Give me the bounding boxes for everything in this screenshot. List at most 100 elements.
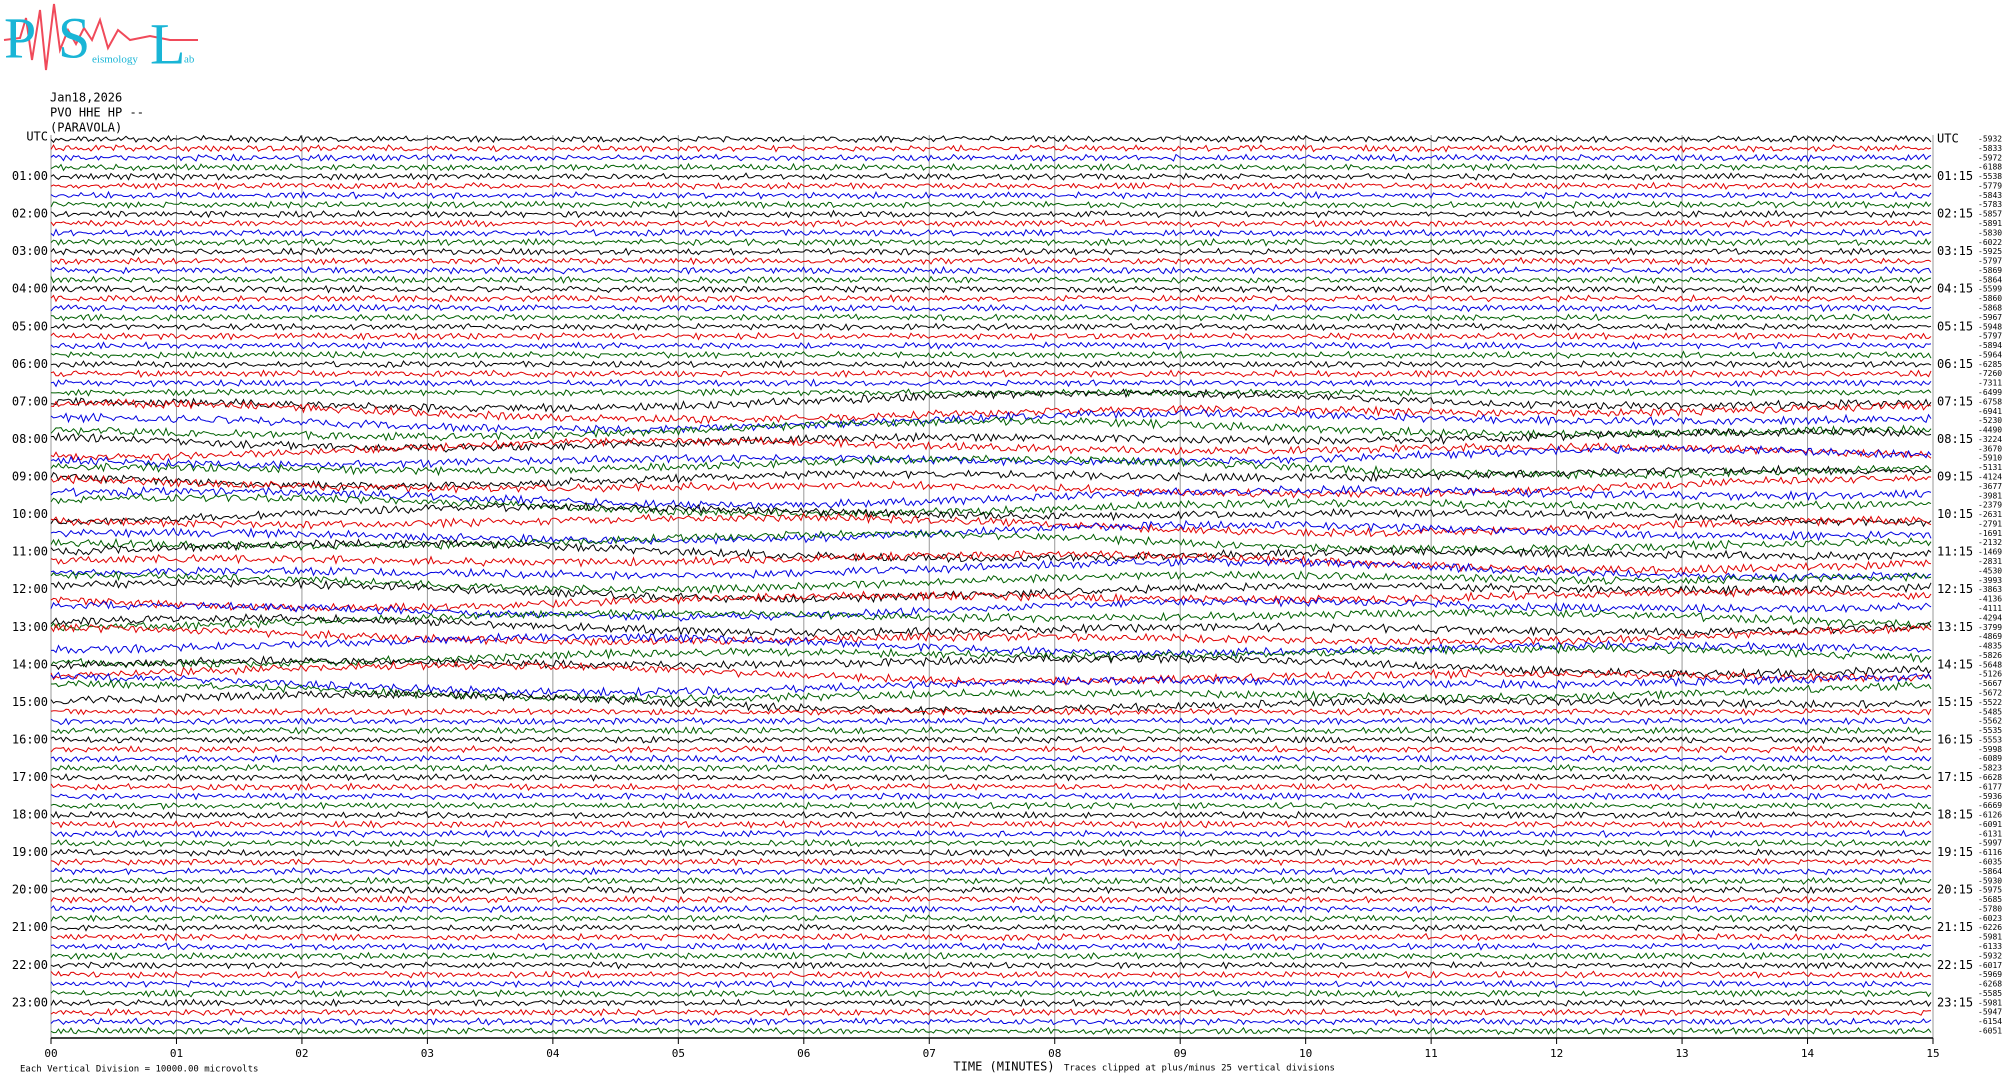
- x-tick-label: 07: [923, 1047, 936, 1060]
- trace: [50, 1017, 1932, 1026]
- x-tick-label: 14: [1801, 1047, 1815, 1060]
- left-time-label: 08:00: [12, 432, 48, 446]
- right-time-label: 12:15: [1937, 582, 1973, 596]
- trace-offset: -5925: [1978, 247, 2002, 256]
- right-time-label: 04:15: [1937, 282, 1973, 296]
- trace: [50, 209, 1932, 219]
- trace: [50, 284, 1932, 294]
- left-time-label: 10:00: [12, 507, 48, 521]
- trace-offset: -3670: [1978, 444, 2002, 453]
- trace: [50, 597, 1932, 622]
- trace-offset: -5797: [1978, 257, 2002, 266]
- right-time-label: 14:15: [1937, 657, 1973, 671]
- trace: [50, 979, 1932, 989]
- right-time-label: UTC: [1937, 132, 1959, 146]
- trace-offset: -5131: [1978, 463, 2002, 472]
- right-time-label: 22:15: [1937, 958, 1973, 972]
- trace-offset: -5981: [1978, 933, 2002, 942]
- trace: [50, 181, 1932, 191]
- trace-offset: -4490: [1978, 426, 2002, 435]
- header-date: Jan18,2026: [50, 91, 122, 105]
- left-time-label: 15:00: [12, 695, 48, 709]
- trace-offset: -6089: [1978, 754, 2002, 763]
- trace-offset: -2379: [1978, 501, 2002, 510]
- trace: [50, 512, 1932, 538]
- trace-offset: -6628: [1978, 773, 2002, 782]
- trace-offset: -5780: [1978, 904, 2002, 913]
- trace-offset: -6126: [1978, 811, 2002, 820]
- trace-offset: -5672: [1978, 688, 2002, 697]
- labels: 00 01 02 03 04 05 06 07 08 09 10 11 12 13 14 15-5932-58…: [12, 130, 2002, 1061]
- trace-offset: -5967: [1978, 313, 2002, 322]
- trace-offset: -5948: [1978, 322, 2002, 331]
- trace-offset: -5964: [1978, 350, 2002, 359]
- trace-offset: -5522: [1978, 698, 2002, 707]
- trace: [50, 782, 1932, 792]
- logo-word: eismology: [92, 54, 138, 66]
- trace: [50, 473, 1932, 499]
- x-tick-label: 04: [546, 1047, 560, 1060]
- right-time-label: 19:15: [1937, 845, 1973, 859]
- trace-offset: -5981: [1978, 998, 2002, 1007]
- trace-offset: -5969: [1978, 970, 2002, 979]
- trace: [50, 745, 1932, 754]
- trace: [50, 819, 1932, 829]
- trace: [50, 369, 1932, 379]
- trace: [50, 895, 1932, 904]
- trace-offset: -6177: [1978, 782, 2002, 791]
- trace-offset: -5126: [1978, 670, 2002, 679]
- left-time-label: 02:00: [12, 207, 48, 221]
- trace-offset: -5830: [1978, 228, 2002, 237]
- trace: [50, 416, 1932, 442]
- trace-offset: -5998: [1978, 745, 2002, 754]
- right-time-label: 03:15: [1937, 244, 1973, 258]
- trace-offset: -6091: [1978, 820, 2002, 829]
- trace-offset: -5585: [1978, 989, 2002, 998]
- right-time-label: 15:15: [1937, 695, 1973, 709]
- trace-offset: -5667: [1978, 679, 2002, 688]
- trace-offset: -5648: [1978, 660, 2002, 669]
- logo: P S L eismology ab: [3, 3, 198, 76]
- trace: [50, 436, 1932, 462]
- trace: [50, 378, 1932, 388]
- trace: [50, 998, 1932, 1008]
- trace: [50, 726, 1932, 735]
- trace: [50, 988, 1932, 998]
- x-tick-label: 15: [1926, 1047, 1939, 1060]
- trace-offset: -4111: [1978, 604, 2002, 613]
- trace-offset: -5783: [1978, 200, 2002, 209]
- trace-offset: -5823: [1978, 764, 2002, 773]
- trace: [50, 848, 1932, 858]
- x-tick-label: 11: [1425, 1047, 1438, 1060]
- left-time-label: 19:00: [12, 845, 48, 859]
- trace: [50, 313, 1932, 322]
- trace: [50, 1007, 1932, 1017]
- trace: [50, 587, 1932, 613]
- x-axis-label: TIME (MINUTES): [953, 1060, 1054, 1074]
- right-time-label: 11:15: [1937, 545, 1973, 559]
- left-time-label: 06:00: [12, 357, 48, 371]
- trace-offset: -5779: [1978, 181, 2002, 190]
- trace: [50, 144, 1932, 153]
- traces: [50, 134, 1932, 1036]
- right-time-label: 13:15: [1937, 620, 1973, 634]
- trace-offset: -6499: [1978, 388, 2002, 397]
- trace-offset: -5562: [1978, 717, 2002, 726]
- trace: [50, 341, 1932, 351]
- trace: [50, 914, 1932, 923]
- left-time-label: 18:00: [12, 808, 48, 822]
- trace: [50, 866, 1932, 876]
- right-time-label: 06:15: [1937, 357, 1973, 371]
- trace: [50, 932, 1932, 942]
- right-time-label: 17:15: [1937, 770, 1973, 784]
- trace: [50, 519, 1932, 545]
- right-time-label: 20:15: [1937, 883, 1973, 897]
- trace-offset: -3981: [1978, 491, 2002, 500]
- header-station: PVO HHE HP --: [50, 106, 144, 120]
- trace-offset: -6051: [1978, 1027, 2002, 1036]
- left-time-label: 12:00: [12, 582, 48, 596]
- trace: [50, 1026, 1932, 1036]
- x-tick-label: 03: [421, 1047, 434, 1060]
